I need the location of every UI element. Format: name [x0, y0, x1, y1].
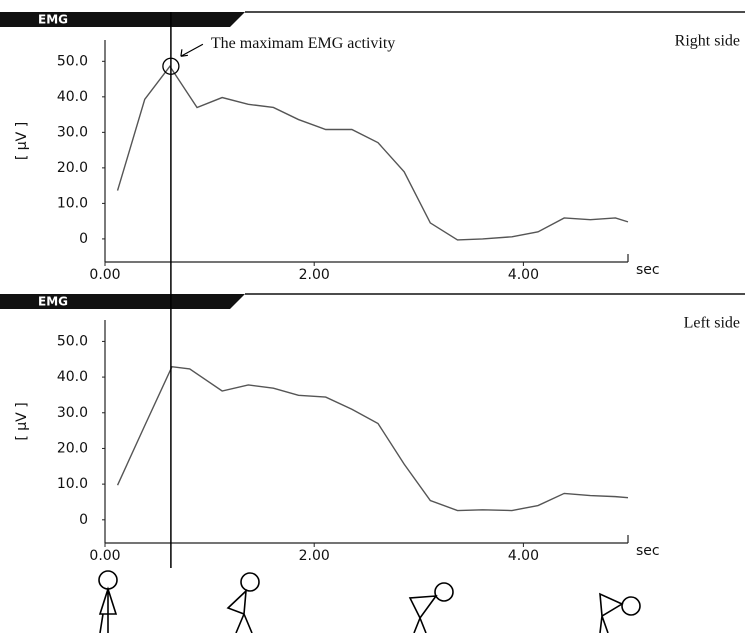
x-axis-label: sec — [636, 262, 660, 278]
annotation-arrow — [180, 43, 204, 57]
panel-title: EMG — [38, 295, 68, 309]
x-tick-label: 0.00 — [89, 267, 120, 283]
side-label: Right side — [675, 33, 740, 50]
x-tick-label: 4.00 — [508, 548, 539, 564]
header-tab — [0, 294, 245, 309]
x-axis-label: sec — [636, 543, 660, 559]
y-tick-label: 0 — [79, 231, 88, 247]
y-tick-label: 30.0 — [57, 405, 88, 421]
panel-title: EMG — [38, 13, 68, 27]
y-tick-label: 10.0 — [57, 195, 88, 211]
y-tick-label: 30.0 — [57, 124, 88, 140]
y-tick-label: 10.0 — [57, 476, 88, 492]
header-tab — [0, 12, 245, 27]
y-tick-label: 0 — [79, 512, 88, 528]
y-tick-label: 20.0 — [57, 440, 88, 456]
y-axis-label: [ μV ] — [14, 122, 30, 160]
x-tick-label: 0.00 — [89, 548, 120, 564]
emg-line — [116, 65, 629, 241]
y-tick-label: 50.0 — [57, 333, 88, 349]
y-tick-label: 50.0 — [57, 53, 88, 69]
y-tick-label: 20.0 — [57, 160, 88, 176]
x-tick-label: 2.00 — [299, 267, 330, 283]
x-tick-label: 2.00 — [299, 548, 330, 564]
y-tick-label: 40.0 — [57, 89, 88, 105]
annotation-text: The maximam EMG activity — [211, 35, 395, 52]
y-axis-label: [ μV ] — [14, 402, 30, 440]
emg-line — [116, 365, 629, 512]
y-tick-label: 40.0 — [57, 369, 88, 385]
x-tick-label: 4.00 — [508, 267, 539, 283]
stick-figures — [98, 570, 641, 633]
side-label: Left side — [684, 315, 740, 332]
